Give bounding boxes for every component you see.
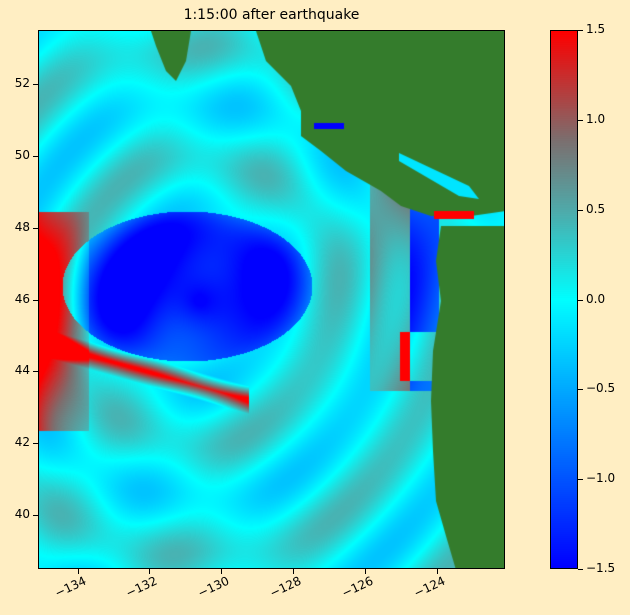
colorbar-tick [578,479,583,481]
colorbar-tick [578,569,583,570]
y-tick-label: 50 [14,147,30,162]
y-tick [33,83,38,85]
y-tick-label: 52 [14,75,30,90]
colorbar-tick [578,119,583,121]
y-tick-label: 42 [14,435,30,450]
x-tick-label: −130 [195,573,232,601]
y-tick [33,155,38,157]
x-tick-label: −128 [267,573,304,601]
colorbar-tick-label: 1.5 [586,22,606,36]
x-tick [436,569,438,574]
colorbar-tick [578,299,583,301]
y-tick-label: 48 [14,219,30,234]
colorbar [550,30,578,569]
map-plot-area [38,30,505,569]
colorbar-tick [578,389,583,391]
y-tick-label: 40 [14,507,30,522]
colorbar-tick-label: 0.5 [586,201,606,216]
x-tick [293,569,295,574]
wave-height-field [39,31,504,568]
y-tick-label: 46 [14,291,30,306]
x-tick [77,569,79,574]
y-tick [33,299,38,301]
x-tick-label: −134 [52,573,88,601]
colorbar-tick [578,30,583,31]
y-tick-label: 44 [14,363,30,378]
y-tick [33,443,38,445]
colorbar-tick-label: 0.0 [586,291,606,306]
colorbar-tick-label: −1.0 [586,471,616,486]
colorbar-tick-label: 1.0 [586,111,606,126]
x-tick [149,569,151,574]
colorbar-tick-label: −0.5 [586,381,616,396]
x-tick-label: −132 [123,573,160,601]
y-tick [33,227,38,229]
x-tick-label: −124 [411,573,448,601]
plot-title: 1:15:00 after earthquake [183,7,360,23]
colorbar-tick [578,209,583,211]
y-tick [33,515,38,517]
x-tick-label: −126 [339,573,376,601]
x-tick [221,569,223,574]
x-tick [364,569,366,574]
colorbar-tick-label: −1.5 [586,561,616,575]
y-tick [33,371,38,373]
